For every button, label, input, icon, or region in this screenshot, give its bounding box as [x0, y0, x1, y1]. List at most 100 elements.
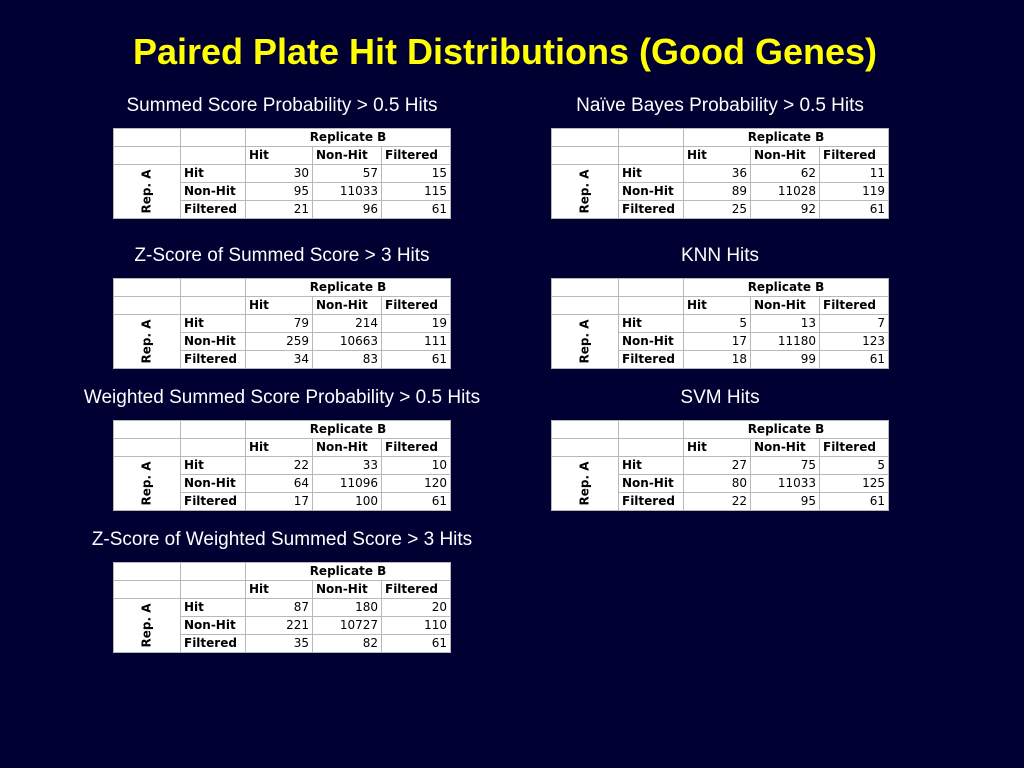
column-header: Non-Hit: [312, 296, 382, 315]
blank-cell: [618, 278, 684, 297]
value-cell: 115: [381, 182, 451, 201]
value-cell: 80: [683, 474, 751, 493]
header-row-columns: Hit Non-Hit Filtered: [113, 296, 451, 315]
value-cell: 110: [381, 616, 451, 635]
row-header: Non-Hit: [618, 332, 684, 351]
row-header: Hit: [618, 164, 684, 183]
row-header: Hit: [618, 314, 684, 333]
value-cell: 10663: [312, 332, 382, 351]
row-header: Non-Hit: [618, 474, 684, 493]
blank-cell: [180, 420, 246, 439]
blank-cell: [180, 278, 246, 297]
value-cell: 125: [819, 474, 889, 493]
contingency-table: Replicate B Hit Non-Hit Filtered Rep. A Hit 5 1…: [551, 278, 889, 369]
value-cell: 22: [683, 492, 751, 511]
contingency-table-wrapper: Replicate B Hit Non-Hit Filtered Rep. A Hit 79…: [113, 278, 451, 369]
rep-a-header: Rep. A: [551, 164, 619, 219]
blank-cell: [113, 146, 181, 165]
row-header: Hit: [180, 164, 246, 183]
blank-cell: [551, 146, 619, 165]
value-cell: 180: [312, 598, 382, 617]
header-row-replicate: Replicate B: [551, 128, 889, 147]
header-row-columns: Hit Non-Hit Filtered: [113, 438, 451, 457]
replicate-b-header: Replicate B: [683, 278, 889, 297]
row-header: Hit: [180, 598, 246, 617]
replicate-b-header: Replicate B: [683, 420, 889, 439]
row-header: Non-Hit: [618, 182, 684, 201]
column-header: Filtered: [381, 146, 451, 165]
column-header: Filtered: [819, 296, 889, 315]
rep-a-label: Rep. A: [139, 319, 154, 364]
table-row: Filtered 34 83 61: [114, 350, 451, 369]
table-label: SVM Hits: [680, 387, 760, 408]
table-label: Weighted Summed Score Probability > 0.5 …: [83, 387, 481, 408]
table-row: Filtered 25 92 61: [552, 200, 889, 219]
row-header: Filtered: [180, 200, 246, 219]
table-label: Summed Score Probability > 0.5 Hits: [126, 95, 438, 116]
contingency-table: Replicate B Hit Non-Hit Filtered Rep. A Hit 27…: [551, 420, 889, 511]
header-row-replicate: Replicate B: [113, 128, 451, 147]
column-header: Filtered: [381, 580, 451, 599]
table-label: Z-Score of Summed Score > 3 Hits: [134, 245, 430, 266]
column-header: Hit: [683, 296, 751, 315]
table-label: KNN Hits: [680, 245, 760, 266]
value-cell: 30: [245, 164, 313, 183]
value-cell: 61: [381, 492, 451, 511]
header-row-columns: Hit Non-Hit Filtered: [113, 580, 451, 599]
value-cell: 61: [819, 200, 889, 219]
value-cell: 57: [312, 164, 382, 183]
table-row: Non-Hit 80 11033 125: [552, 474, 889, 493]
blank-cell: [180, 580, 246, 599]
value-cell: 17: [245, 492, 313, 511]
column-header: Hit: [683, 146, 751, 165]
table-row: Rep. A Hit 22 33 10: [113, 456, 451, 511]
column-header: Non-Hit: [750, 438, 820, 457]
blank-cell: [618, 128, 684, 147]
rep-a-label: Rep. A: [139, 603, 154, 648]
value-cell: 34: [245, 350, 313, 369]
value-cell: 62: [750, 164, 820, 183]
value-cell: 95: [750, 492, 820, 511]
blank-cell: [180, 146, 246, 165]
table-row: Filtered 18 99 61: [552, 350, 889, 369]
blank-cell: [551, 128, 619, 147]
blank-cell: [113, 580, 181, 599]
row-header: Filtered: [618, 350, 684, 369]
value-cell: 13: [750, 314, 820, 333]
header-row-columns: Hit Non-Hit Filtered: [551, 438, 889, 457]
contingency-table-wrapper: Replicate B Hit Non-Hit Filtered Rep. A Hit 36…: [551, 128, 889, 219]
blank-cell: [551, 438, 619, 457]
value-cell: 82: [312, 634, 382, 653]
contingency-table: Replicate B Hit Non-Hit Filtered Rep. A Hit 36…: [551, 128, 889, 219]
column-header: Non-Hit: [750, 146, 820, 165]
row-header: Filtered: [180, 492, 246, 511]
table-row: Non-Hit 89 11028 119: [552, 182, 889, 201]
value-cell: 21: [245, 200, 313, 219]
value-cell: 35: [245, 634, 313, 653]
row-header: Filtered: [618, 200, 684, 219]
value-cell: 120: [381, 474, 451, 493]
rep-a-label: Rep. A: [577, 169, 592, 214]
value-cell: 33: [312, 456, 382, 475]
row-header: Non-Hit: [180, 332, 246, 351]
rep-a-label: Rep. A: [577, 461, 592, 506]
blank-cell: [180, 296, 246, 315]
column-header: Hit: [245, 146, 313, 165]
value-cell: 19: [381, 314, 451, 333]
blank-cell: [113, 438, 181, 457]
column-header: Non-Hit: [750, 296, 820, 315]
table-row: Filtered 35 82 61: [114, 634, 451, 653]
value-cell: 89: [683, 182, 751, 201]
row-header: Non-Hit: [180, 474, 246, 493]
blank-cell: [618, 420, 684, 439]
value-cell: 36: [683, 164, 751, 183]
value-cell: 61: [381, 634, 451, 653]
blank-cell: [551, 278, 619, 297]
table-row: Rep. A Hit 79 214 19: [113, 314, 451, 369]
value-cell: 61: [381, 350, 451, 369]
slide-title: Paired Plate Hit Distributions (Good Gen…: [132, 31, 878, 72]
column-header: Filtered: [819, 438, 889, 457]
contingency-table-wrapper: Replicate B Hit Non-Hit Filtered Rep. A Hit 5 1…: [551, 278, 889, 369]
column-header: Non-Hit: [312, 146, 382, 165]
value-cell: 5: [683, 314, 751, 333]
